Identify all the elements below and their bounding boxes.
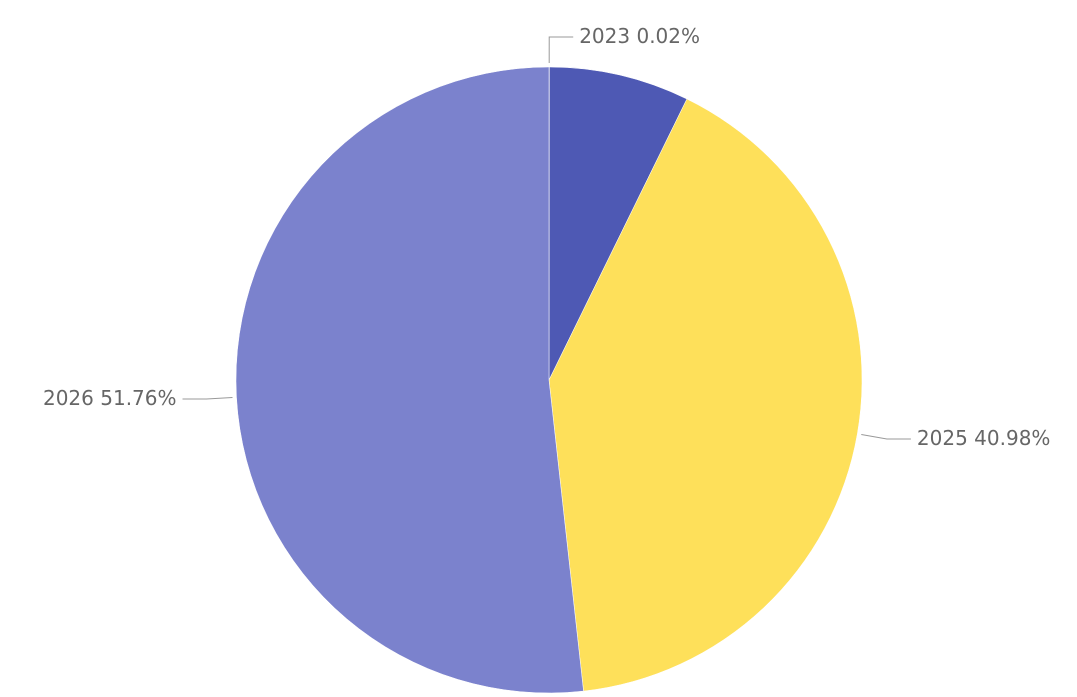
slice-label: 2023 0.02% (579, 24, 700, 48)
slice-category: 2025 (917, 425, 968, 449)
slice-value: 0.02% (636, 24, 700, 48)
slice-label: 2025 40.98% (917, 425, 1051, 449)
slice-label: 2026 51.76% (43, 385, 177, 409)
leader-line (861, 434, 911, 440)
leader-line (182, 397, 233, 400)
leader-line (548, 36, 574, 64)
pie-slice (548, 98, 863, 692)
pie-slice (548, 66, 688, 381)
slice-category: 2026 (43, 385, 94, 409)
pie-slice (235, 66, 584, 694)
slice-category: 2023 (579, 24, 630, 48)
slice-value: 40.98% (974, 425, 1050, 449)
slice-value: 51.76% (100, 385, 176, 409)
